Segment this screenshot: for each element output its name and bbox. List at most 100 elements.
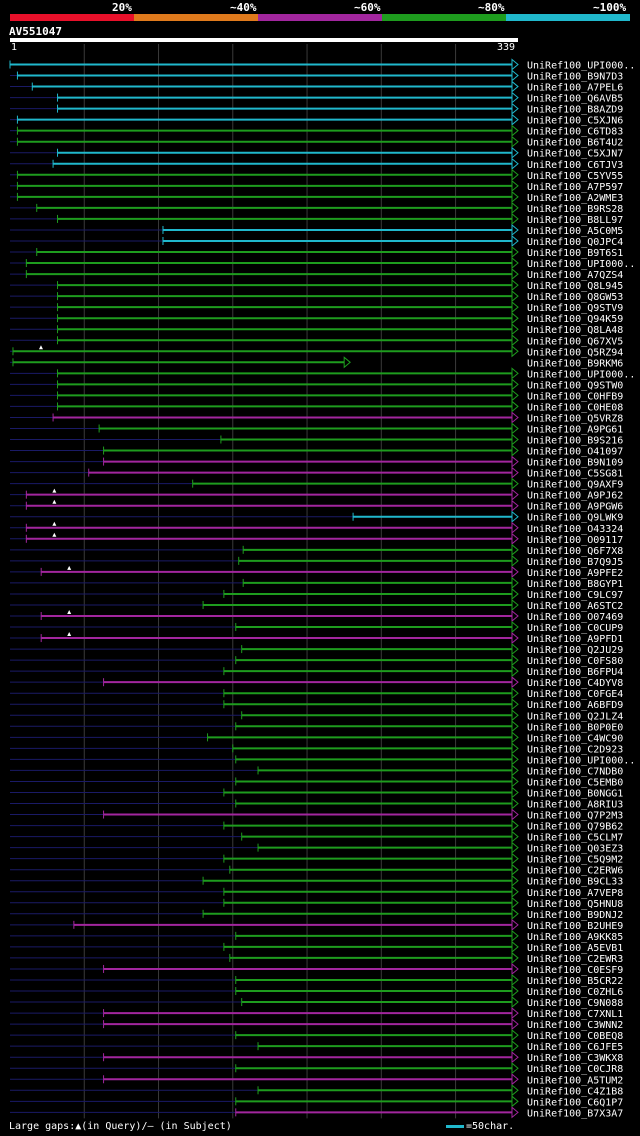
hit-label: UniRef100_B6FPU4 xyxy=(527,667,623,678)
hit-end-arrow xyxy=(511,179,519,192)
hit-end-arrow xyxy=(511,124,519,137)
hit-label: UniRef100_C4Z1B8 xyxy=(527,1086,623,1097)
query-gap-marker xyxy=(67,565,72,570)
hit-label: UniRef100_A9PGW6 xyxy=(527,502,623,513)
hit-label: UniRef100_C9LC97 xyxy=(527,590,623,601)
hit-end-arrow xyxy=(511,786,519,799)
hit-label: UniRef100_B7Q9J5 xyxy=(527,557,623,568)
hit-label: UniRef100_C5YV55 xyxy=(527,171,623,182)
legend-label-20: 20% xyxy=(112,1,132,14)
hit-label: UniRef100_B6T4U2 xyxy=(527,138,623,149)
hit-end-arrow xyxy=(511,422,519,435)
query-bar xyxy=(10,38,518,42)
hit-label: UniRef100_B9N7D3 xyxy=(527,72,623,83)
hit-end-arrow xyxy=(511,301,519,314)
hit-label: UniRef100_Q9STW0 xyxy=(527,380,623,391)
hit-label: UniRef100_Q79B62 xyxy=(527,822,623,833)
hit-end-arrow xyxy=(511,665,519,678)
hit-label: UniRef100_C2EWR3 xyxy=(527,954,623,965)
hit-label: UniRef100_Q6F7X8 xyxy=(527,546,623,557)
color-bar-80 xyxy=(382,14,506,21)
hit-end-arrow xyxy=(511,157,519,170)
hit-label: UniRef100_A9PG61 xyxy=(527,424,623,435)
hit-end-arrow xyxy=(511,433,519,446)
hit-end-arrow xyxy=(511,146,519,159)
query-gap-marker xyxy=(67,632,72,637)
hit-label: UniRef100_B0NGG1 xyxy=(527,788,623,799)
hit-end-arrow xyxy=(511,1029,519,1042)
query-gap-marker xyxy=(38,345,43,350)
hit-label: UniRef100_B8LL97 xyxy=(527,215,623,226)
hit-label: UniRef100_B8GYP1 xyxy=(527,579,623,590)
hit-label: UniRef100_C4WC90 xyxy=(527,733,623,744)
hit-label: UniRef100_C0HFB9 xyxy=(527,391,623,402)
hit-label: UniRef100_B9T6S1 xyxy=(527,248,623,259)
hit-label: UniRef100_UPI000.. xyxy=(527,259,635,270)
hit-end-arrow xyxy=(511,312,519,325)
footer-scale-legend: =50char. xyxy=(446,1121,514,1132)
hit-end-arrow xyxy=(511,676,519,689)
hit-end-arrow xyxy=(511,334,519,347)
hit-end-arrow xyxy=(511,587,519,601)
hit-label: UniRef100_UPI000.. xyxy=(527,369,635,380)
hit-end-arrow xyxy=(511,973,519,987)
hit-end-arrow xyxy=(511,698,519,711)
hit-label: UniRef100_Q8L945 xyxy=(527,281,623,292)
hit-end-arrow xyxy=(511,411,519,424)
hit-label: UniRef100_Q8GW53 xyxy=(527,292,623,303)
hit-end-arrow xyxy=(511,687,519,700)
hit-end-arrow xyxy=(511,731,519,744)
hit-label: UniRef100_A7VEP8 xyxy=(527,888,623,899)
hit-label: UniRef100_A7PEL6 xyxy=(527,83,623,94)
hit-label: UniRef100_A5EVB1 xyxy=(527,943,623,954)
hit-end-arrow xyxy=(511,367,519,380)
hit-end-arrow xyxy=(511,797,519,810)
hit-end-arrow xyxy=(511,223,519,237)
hit-end-arrow xyxy=(511,631,519,645)
hit-label: UniRef100_C5EMB0 xyxy=(527,777,623,788)
hit-end-arrow xyxy=(511,378,519,391)
hit-end-arrow xyxy=(511,91,519,104)
hit-label: UniRef100_B9RKM6 xyxy=(527,358,623,369)
hit-end-arrow xyxy=(511,521,519,534)
hit-end-arrow xyxy=(511,654,519,667)
hit-label: UniRef100_C0CJR8 xyxy=(527,1064,623,1075)
hit-label: UniRef100_Q0JPC4 xyxy=(527,237,623,248)
hit-end-arrow xyxy=(511,455,519,468)
hit-end-arrow xyxy=(511,598,519,612)
hit-label: UniRef100_A8RIU3 xyxy=(527,800,623,811)
hit-end-arrow xyxy=(511,256,519,270)
hit-end-arrow xyxy=(343,356,351,369)
hit-end-arrow xyxy=(511,345,519,358)
hit-end-arrow xyxy=(511,720,519,733)
hit-label: UniRef100_Q9STV9 xyxy=(527,303,623,314)
hit-label: UniRef100_A7QZS4 xyxy=(527,270,623,281)
hit-end-arrow xyxy=(511,135,519,148)
scale-swatch xyxy=(446,1124,464,1128)
hit-end-arrow xyxy=(511,874,519,887)
color-bar-100 xyxy=(506,14,630,21)
hit-label: UniRef100_C9N088 xyxy=(527,998,623,1009)
hit-end-arrow xyxy=(511,995,519,1009)
hit-label: UniRef100_C7NDB0 xyxy=(527,766,623,777)
hit-label: UniRef100_C0BEQ8 xyxy=(527,1031,623,1042)
hit-end-arrow xyxy=(511,477,519,490)
legend-label-40: ~40% xyxy=(230,1,257,14)
hit-end-arrow xyxy=(511,554,519,567)
hit-end-arrow xyxy=(511,268,519,281)
hit-end-arrow xyxy=(511,951,519,964)
hit-label: UniRef100_Q5RZ94 xyxy=(527,347,623,358)
hit-label: UniRef100_C3WNN2 xyxy=(527,1020,623,1031)
hit-label: UniRef100_Q9AXF9 xyxy=(527,480,623,491)
hit-label: UniRef100_Q9LWK9 xyxy=(527,513,623,524)
hit-end-arrow xyxy=(511,113,519,126)
hit-label: UniRef100_A9KK85 xyxy=(527,932,623,943)
query-start-tick: 1 xyxy=(11,42,18,53)
hit-end-arrow xyxy=(511,168,519,181)
hit-end-arrow xyxy=(511,279,519,292)
hit-label: UniRef100_B9RS28 xyxy=(527,204,623,215)
hit-label: UniRef100_Q8LA48 xyxy=(527,325,623,336)
hit-end-arrow xyxy=(511,852,519,865)
hit-end-arrow xyxy=(511,775,519,788)
hit-end-arrow xyxy=(511,488,519,501)
